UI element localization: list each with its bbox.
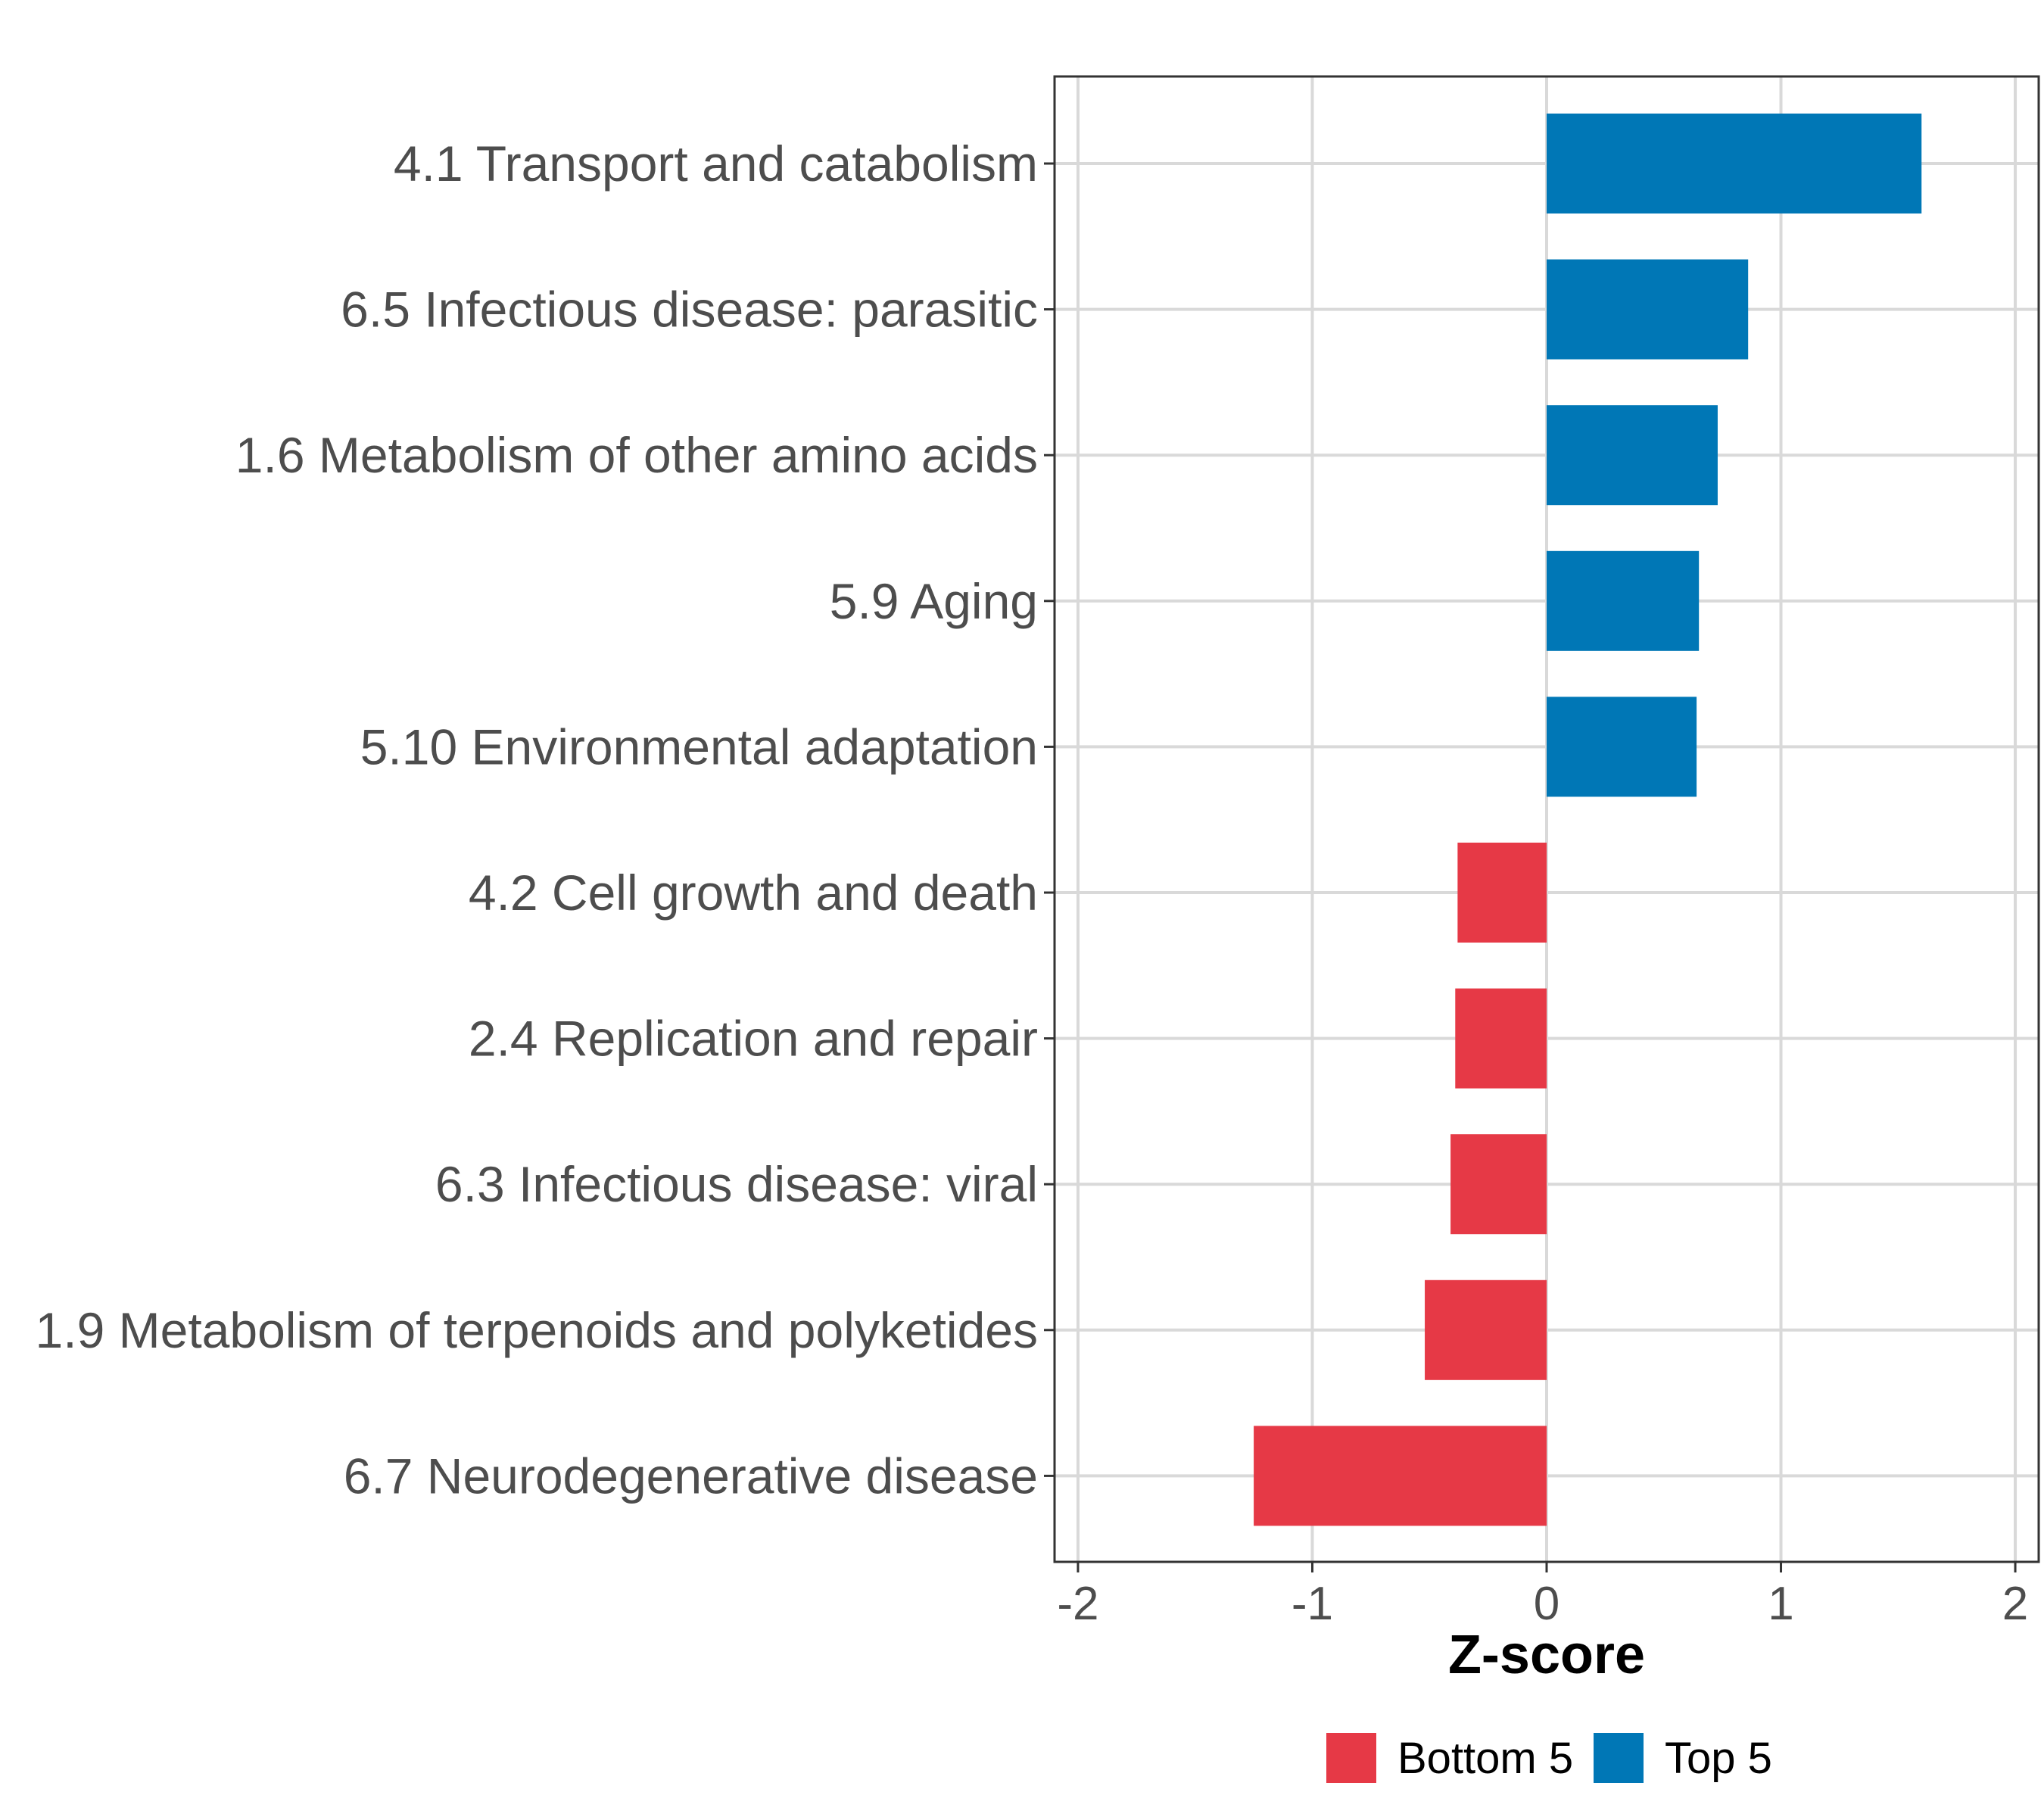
bar (1254, 1426, 1547, 1526)
y-tick-label: 6.7 Neurodegenerative disease (344, 1448, 1038, 1504)
y-axis-ticks: 4.1 Transport and catabolism 6.5 Infectio… (36, 136, 1055, 1504)
y-tick-label: 5.9 Aging (830, 573, 1038, 629)
bar (1455, 988, 1547, 1089)
bar (1450, 1134, 1547, 1235)
y-tick-label: 1.9 Metabolism of terpenoids and polyket… (36, 1302, 1038, 1358)
x-tick-label: -1 (1292, 1578, 1333, 1630)
x-axis-ticks: -2 -1 0 1 2 (1057, 1562, 2028, 1630)
y-tick-label: 2.4 Replication and repair (469, 1011, 1038, 1067)
legend-label: Top 5 (1665, 1734, 1772, 1783)
legend-label: Bottom 5 (1397, 1734, 1573, 1783)
bar (1547, 697, 1697, 797)
x-tick-label: -2 (1057, 1578, 1098, 1630)
bar (1547, 259, 1749, 360)
x-tick-label: 1 (1768, 1578, 1793, 1630)
legend: Bottom 5 Top 5 (1326, 1733, 1772, 1783)
bar (1425, 1279, 1547, 1380)
legend-swatch (1594, 1733, 1644, 1783)
legend-swatch (1326, 1733, 1376, 1783)
y-tick-label: 1.6 Metabolism of other amino acids (235, 427, 1038, 483)
y-tick-label: 4.2 Cell growth and death (469, 865, 1038, 921)
bar (1457, 843, 1547, 943)
y-tick-label: 4.1 Transport and catabolism (394, 136, 1038, 192)
x-tick-label: 0 (1534, 1578, 1559, 1630)
y-tick-label: 6.3 Infectious disease: viral (435, 1156, 1038, 1212)
bar (1547, 550, 1700, 651)
bar (1547, 114, 1922, 213)
bars (1254, 114, 1922, 1526)
y-tick-label: 5.10 Environmental adaptation (360, 718, 1038, 774)
bar (1547, 405, 1718, 506)
x-axis-title: Z-score (1448, 1625, 1645, 1685)
y-tick-label: 6.5 Infectious disease: parasitic (341, 282, 1038, 338)
x-tick-label: 2 (2002, 1578, 2028, 1630)
